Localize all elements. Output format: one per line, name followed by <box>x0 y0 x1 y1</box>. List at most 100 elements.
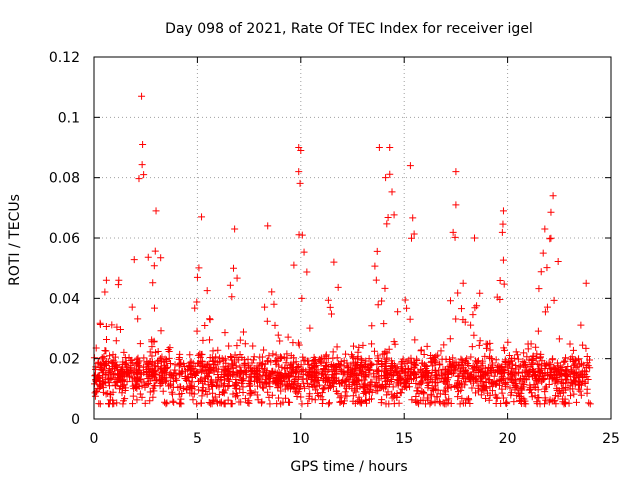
data-point <box>500 374 508 382</box>
data-point <box>378 297 386 305</box>
data-point <box>470 379 478 387</box>
data-point <box>246 389 254 397</box>
data-point <box>208 381 216 389</box>
data-point <box>387 378 395 386</box>
data-point <box>127 362 135 370</box>
data-point <box>300 356 308 364</box>
data-point <box>328 367 336 375</box>
data-point <box>136 390 144 398</box>
data-point <box>476 372 484 380</box>
data-point <box>236 336 244 344</box>
data-point <box>199 336 207 344</box>
data-point <box>185 377 193 385</box>
data-point <box>499 365 507 373</box>
data-point <box>349 378 357 386</box>
data-point <box>255 372 263 380</box>
data-point <box>229 390 237 398</box>
data-point <box>416 381 424 389</box>
data-point <box>303 379 311 387</box>
data-point <box>263 357 271 365</box>
data-point <box>530 369 538 377</box>
data-point <box>518 386 526 394</box>
data-point <box>402 376 410 384</box>
data-point <box>391 364 399 372</box>
data-point <box>165 347 173 355</box>
data-point <box>534 386 542 394</box>
data-point <box>445 395 453 403</box>
data-point <box>332 370 340 378</box>
data-point <box>406 162 414 170</box>
data-point <box>166 344 174 352</box>
data-point <box>459 316 467 324</box>
data-point <box>222 359 230 367</box>
data-point <box>110 400 118 408</box>
data-point <box>345 381 353 389</box>
data-point <box>541 225 549 233</box>
data-point <box>195 264 203 272</box>
data-point <box>550 397 558 405</box>
data-point <box>579 341 587 349</box>
data-point <box>549 355 557 363</box>
data-point <box>302 367 310 375</box>
data-point <box>526 367 534 375</box>
data-point <box>397 389 405 397</box>
data-point <box>475 357 483 365</box>
data-point <box>433 393 441 401</box>
data-point <box>281 365 289 373</box>
data-point <box>543 264 551 272</box>
data-point <box>465 362 473 370</box>
data-point <box>244 355 252 363</box>
x-tick-label: 5 <box>193 431 202 447</box>
data-point <box>138 92 146 100</box>
data-point <box>332 377 340 385</box>
data-point <box>233 369 241 377</box>
data-point <box>239 389 247 397</box>
data-point <box>176 399 184 407</box>
data-point <box>571 369 579 377</box>
data-point <box>523 353 531 361</box>
data-point <box>121 354 129 362</box>
data-point <box>423 342 431 350</box>
data-point <box>311 396 319 404</box>
data-point <box>264 222 272 230</box>
data-point <box>193 400 201 408</box>
data-point <box>506 384 514 392</box>
data-point <box>520 361 528 369</box>
data-point <box>102 336 110 344</box>
data-point <box>412 379 420 387</box>
data-point <box>418 377 426 385</box>
data-point <box>539 249 547 257</box>
data-point <box>478 359 486 367</box>
data-point <box>260 365 268 373</box>
data-point <box>186 389 194 397</box>
data-point <box>269 350 277 358</box>
data-point <box>290 261 298 269</box>
data-point <box>97 360 105 368</box>
data-point <box>395 399 403 407</box>
data-point <box>141 399 149 407</box>
data-point <box>470 331 478 339</box>
data-point <box>446 362 454 370</box>
data-point <box>410 230 418 238</box>
data-point <box>447 383 455 391</box>
data-point <box>445 370 453 378</box>
data-point <box>123 378 131 386</box>
data-point <box>267 358 275 366</box>
data-point <box>258 353 266 361</box>
data-point <box>259 384 267 392</box>
data-point <box>246 364 254 372</box>
data-point <box>406 315 414 323</box>
data-point <box>422 363 430 371</box>
data-point <box>368 361 376 369</box>
data-point <box>384 213 392 221</box>
data-point <box>233 342 241 350</box>
data-point <box>500 344 508 352</box>
data-point <box>303 268 311 276</box>
data-point <box>564 372 572 380</box>
data-point <box>461 367 469 375</box>
data-point <box>420 389 428 397</box>
data-point <box>576 387 584 395</box>
data-point <box>148 343 156 351</box>
data-point <box>272 375 280 383</box>
